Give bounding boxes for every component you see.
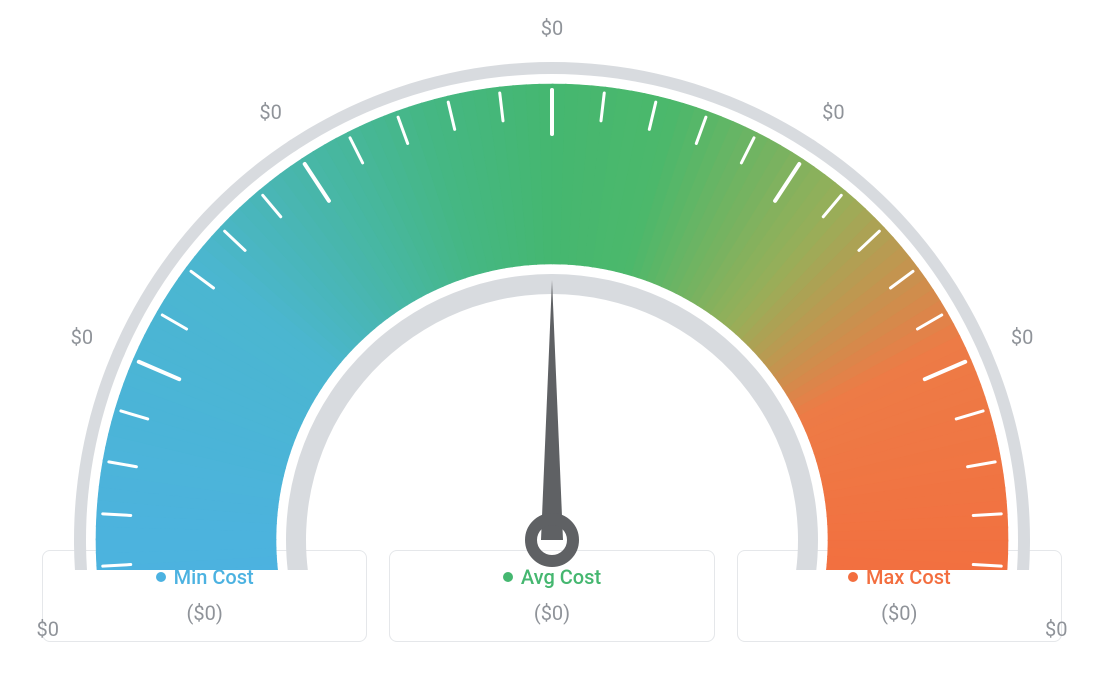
- gauge-tick-label: $0: [71, 325, 93, 349]
- legend-value: ($0): [187, 601, 223, 625]
- gauge-tick-label: $0: [1045, 617, 1067, 641]
- gauge-tick-label: $0: [541, 16, 563, 40]
- gauge-needle: [531, 280, 573, 561]
- legend-dot-icon: [848, 572, 858, 582]
- gauge-area: $0$0$0$0$0$0$0: [42, 10, 1062, 550]
- legend-dot-icon: [503, 572, 513, 582]
- cost-gauge-chart: $0$0$0$0$0$0$0 Min Cost($0)Avg Cost($0)M…: [0, 0, 1104, 690]
- gauge-tick-label: $0: [822, 100, 844, 124]
- gauge-svg: [42, 10, 1062, 570]
- legend-value: ($0): [881, 601, 917, 625]
- gauge-tick-label: $0: [1011, 325, 1033, 349]
- gauge-tick-label: $0: [37, 617, 59, 641]
- legend-dot-icon: [156, 572, 166, 582]
- legend-value: ($0): [534, 601, 570, 625]
- gauge-tick-label: $0: [259, 100, 281, 124]
